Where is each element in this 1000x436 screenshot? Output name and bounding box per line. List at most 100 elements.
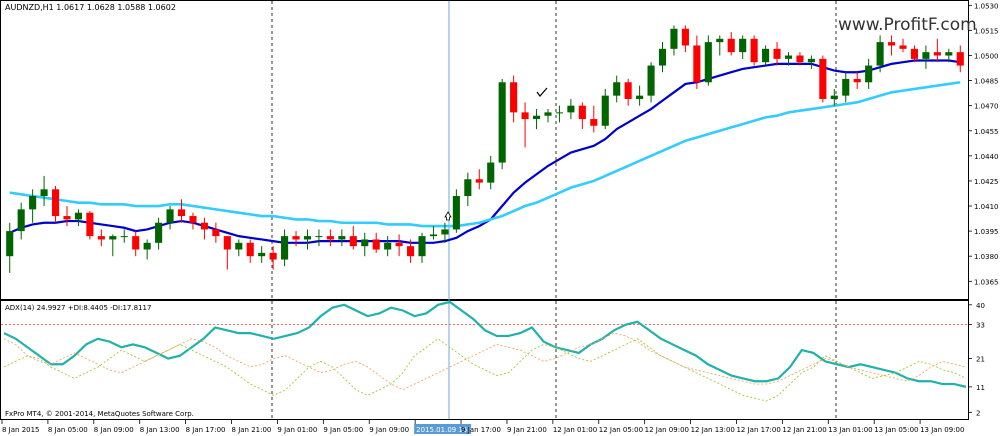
candle-body [303, 236, 312, 240]
candle-body [739, 38, 747, 53]
candle-body [601, 95, 609, 126]
candle-body [441, 229, 449, 235]
candle-body [681, 28, 689, 46]
candle-body [773, 48, 781, 59]
candle-body [189, 216, 197, 223]
candle-body [475, 179, 483, 183]
candles-layer [6, 25, 964, 273]
price-pane-frame [0, 0, 969, 300]
candle-body [361, 239, 369, 247]
candle-body [269, 252, 277, 260]
candle-body [384, 242, 392, 250]
candle-body [326, 236, 334, 240]
copyright-text: FxPro MT4, © 2001-2014, MetaQuotes Softw… [5, 410, 194, 418]
indicator-tick-label: 11 [976, 384, 985, 392]
candle-body [143, 242, 151, 250]
candle-body [590, 119, 598, 126]
time-tick-label: 13 Jan 05:00 [874, 426, 918, 434]
candle-body [155, 222, 163, 243]
candle-body [830, 95, 838, 99]
candle-body [407, 246, 415, 257]
candle-body [338, 236, 346, 240]
price-tick-label: 1.0500 [974, 53, 999, 61]
candle-body [498, 82, 506, 163]
candle-body [63, 216, 71, 220]
candle-body [452, 195, 460, 230]
price-tick-label: 1.0530 [974, 2, 999, 10]
checkmark-icon [536, 87, 548, 97]
candle-body [624, 82, 632, 99]
candle-body [487, 162, 495, 183]
time-tick-label: 9 Jan 01:00 [277, 426, 317, 434]
crosshair-time-label: 2015.01.09 15:00 [416, 426, 478, 434]
candle-body [223, 236, 231, 250]
candle-body [922, 52, 930, 59]
indicator-tick-label: 21 [976, 356, 985, 364]
candle-body [762, 48, 770, 63]
candle-body [235, 242, 243, 250]
crosshair-time-tag [414, 424, 472, 434]
candle-body [555, 112, 563, 114]
adx-line [3, 300, 967, 388]
candle-body [177, 209, 186, 217]
candle-body [86, 212, 94, 237]
time-tick-label: 8 Jan 2015 [2, 426, 40, 434]
time-tick-label: 12 Jan 21:00 [782, 426, 826, 434]
candle-body [716, 38, 724, 43]
grid-layer [1, 1, 968, 419]
moving-average-layer [9, 59, 961, 244]
candle-body [750, 38, 758, 63]
time-tick-label: 8 Jan 17:00 [186, 426, 226, 434]
candle-body [658, 48, 667, 66]
candle-body [120, 236, 128, 238]
candle-body [807, 58, 815, 63]
price-tick-label: 1.0425 [974, 178, 999, 186]
ma-fast-line [9, 59, 961, 244]
candle-body [372, 239, 380, 250]
price-tick-label: 1.0470 [974, 103, 999, 111]
time-tick-label: 8 Jan 05:00 [48, 426, 88, 434]
candle-body [544, 112, 552, 116]
indicator-layer [3, 300, 967, 402]
candle-body [853, 78, 861, 83]
text-layer: AUDNZD,H1 1.0617 1.0628 1.0588 1.0602 AD… [5, 3, 977, 418]
time-tick-label: 9 Jan 21:00 [507, 426, 547, 434]
price-tick-label: 1.0410 [974, 203, 999, 211]
candle-body [567, 105, 575, 113]
price-tick-label: 1.0395 [974, 228, 999, 236]
candle-body [246, 242, 254, 257]
time-tick-label: 12 Jan 01:00 [553, 426, 597, 434]
price-chart-title: AUDNZD,H1 1.0617 1.0628 1.0588 1.0602 [5, 3, 176, 12]
indicator-tick-label: 33 [976, 322, 985, 330]
time-tick-label: 9 Jan 09:00 [369, 426, 409, 434]
candle-body [418, 236, 426, 257]
candle-body [132, 236, 140, 250]
price-tick-label: 1.0485 [974, 78, 999, 86]
candle-body [212, 229, 220, 237]
time-tick-label: 13 Jan 01:00 [828, 426, 872, 434]
candle-body [29, 195, 37, 210]
watermark: www.ProfitF.com [838, 15, 977, 35]
candle-body [532, 115, 541, 120]
time-tick-label: 12 Jan 09:00 [645, 426, 689, 434]
candle-body [956, 52, 964, 66]
candle-body [97, 236, 105, 240]
candle-body [670, 28, 678, 49]
price-tick-label: 1.0515 [974, 27, 999, 35]
candle-body [727, 38, 735, 53]
candle-body [429, 234, 438, 237]
candle-body [865, 65, 873, 83]
candle-body [200, 222, 208, 230]
candle-body [876, 42, 884, 66]
candle-body [693, 45, 701, 83]
candle-body [888, 42, 896, 46]
time-tick-label: 8 Jan 09:00 [94, 426, 134, 434]
indicator-title: ADX(14) 24.9927 +DI:8.4405 -DI:17.8117 [5, 304, 151, 312]
time-tick-label: 8 Jan 13:00 [140, 426, 180, 434]
candle-body [17, 209, 25, 232]
candle-body [647, 65, 655, 96]
time-tick-label: 12 Jan 17:00 [736, 426, 780, 434]
candle-body [899, 45, 907, 49]
